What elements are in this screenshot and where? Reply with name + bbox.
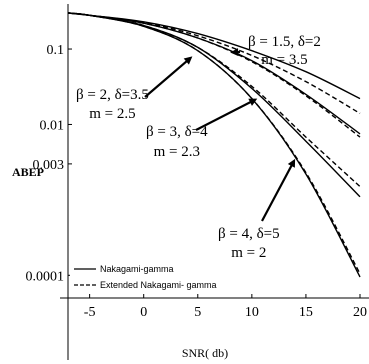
y-tick-label: 0.0001 [26,269,65,284]
annotation-m-1: m = 2.5 [89,106,135,122]
y-axis-label: ABEP [12,165,44,179]
y-tick-label: 0.1 [47,43,65,58]
x-axis-label: SNR( db) [182,346,228,360]
annotation-arrowhead-0 [230,48,239,57]
series-line-6-solid [67,12,361,278]
legend-background [70,260,250,294]
x-tick-label: 10 [245,305,259,320]
series-line-3-dashed [67,12,361,138]
legend-entry-nakagami-gamma: Nakagami-gamma [100,264,174,274]
x-tick-label: 15 [299,305,313,320]
legend-entry-extended-nakagami-gamma: Extended Nakagami- gamma [100,280,217,290]
annotation-m-2: m = 2.3 [154,144,200,160]
ticks-layer: -5 0 5 10 15 20 0.1 0.01 0.003 0.0001 [26,43,368,320]
annotation-params-1: β = 2, δ=3.5 [76,87,149,103]
annotation-params-3: β = 4, δ=5 [218,226,280,242]
series-line-0-solid [67,12,361,100]
series-line-7-dashed [67,12,361,275]
annotation-m-0: m = 3.5 [261,52,307,68]
annotation-params-0: β = 1.5, δ=2 [248,34,321,50]
series-layer [67,12,361,278]
annotation-arrow-1 [144,57,191,98]
series-line-1-dashed [67,12,361,115]
annotation-m-3: m = 2 [231,245,266,261]
annotation-arrow-2 [195,99,256,131]
x-tick-label: -5 [84,305,96,320]
legend: Nakagami-gamma Extended Nakagami- gamma [70,260,250,294]
annotation-arrow-3 [261,160,295,222]
x-tick-label: 0 [140,305,147,320]
y-tick-label: 0.01 [40,118,65,133]
x-tick-label: 20 [353,305,367,320]
y-tick-label: 0.003 [33,158,65,173]
annotation-arrowhead-2 [248,98,258,106]
annotation-params-2: β = 3, δ=4 [146,124,208,140]
annotations-layer: β = 1.5, δ=2 m = 3.5 β = 2, δ=3.5 m = 2.5 β … [76,34,321,261]
annotation-arrowhead-1 [183,56,193,65]
axes-layer [60,4,369,360]
series-line-5-dashed [67,12,361,188]
x-tick-label: 5 [194,305,201,320]
annotation-arrowhead-3 [287,158,296,168]
